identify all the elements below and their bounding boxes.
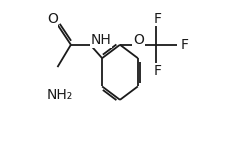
Text: O: O bbox=[133, 33, 144, 46]
Text: O: O bbox=[47, 12, 58, 27]
Text: NH: NH bbox=[91, 33, 112, 47]
Text: F: F bbox=[153, 12, 161, 26]
Text: NH₂: NH₂ bbox=[46, 88, 73, 102]
Text: F: F bbox=[153, 64, 161, 78]
Text: F: F bbox=[180, 38, 188, 52]
